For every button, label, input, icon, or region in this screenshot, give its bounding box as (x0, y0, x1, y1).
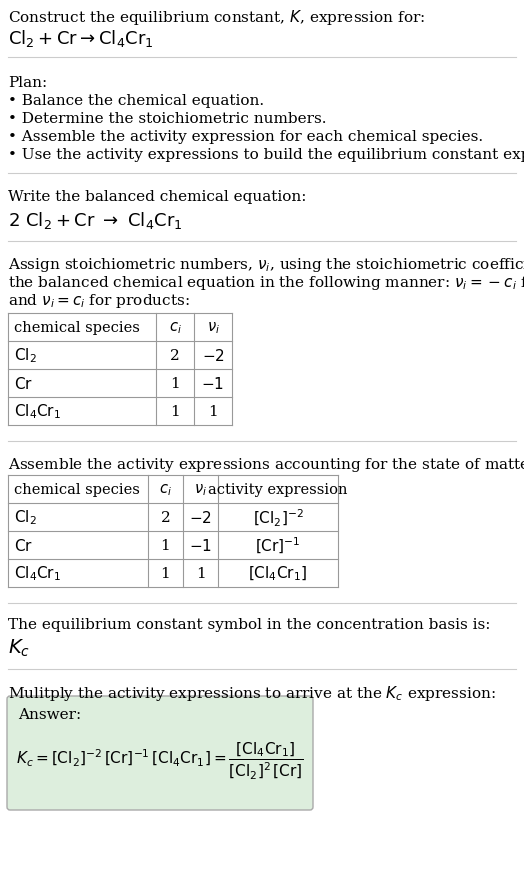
Text: $\mathrm{Cl_2}$: $\mathrm{Cl_2}$ (14, 346, 37, 365)
Text: chemical species: chemical species (14, 321, 140, 334)
Text: 1: 1 (208, 405, 218, 418)
Text: 1: 1 (195, 567, 205, 580)
Text: $-2$: $-2$ (202, 348, 224, 364)
Text: • Use the activity expressions to build the equilibrium constant expression.: • Use the activity expressions to build … (8, 148, 524, 162)
Text: Construct the equilibrium constant, $K$, expression for:: Construct the equilibrium constant, $K$,… (8, 8, 425, 27)
Text: 2: 2 (170, 349, 180, 363)
Text: Mulitply the activity expressions to arrive at the $K_c$ expression:: Mulitply the activity expressions to arr… (8, 683, 496, 702)
Text: the balanced chemical equation in the following manner: $\nu_i = -c_i$ for react: the balanced chemical equation in the fo… (8, 274, 524, 291)
Text: $\mathrm{Cl_2}$: $\mathrm{Cl_2}$ (14, 508, 37, 527)
Text: Plan:: Plan: (8, 76, 47, 90)
Text: $-1$: $-1$ (202, 375, 224, 392)
Text: $\nu_i$: $\nu_i$ (194, 482, 207, 497)
Text: $K_c = [\mathrm{Cl_2}]^{-2}\,[\mathrm{Cr}]^{-1}\,[\mathrm{Cl_4Cr_1}] = \dfrac{[\: $K_c = [\mathrm{Cl_2}]^{-2}\,[\mathrm{Cr… (16, 739, 304, 780)
Text: $[\mathrm{Cl_4Cr_1}]$: $[\mathrm{Cl_4Cr_1}]$ (248, 564, 308, 583)
FancyBboxPatch shape (7, 696, 313, 810)
Text: $\mathrm{2\ Cl_2 + Cr\ \rightarrow\ Cl_4Cr_1}$: $\mathrm{2\ Cl_2 + Cr\ \rightarrow\ Cl_4… (8, 210, 183, 231)
Text: activity expression: activity expression (208, 483, 348, 496)
Text: $c_i$: $c_i$ (169, 320, 181, 335)
Text: $\mathrm{Cr}$: $\mathrm{Cr}$ (14, 537, 33, 553)
Text: • Assemble the activity expression for each chemical species.: • Assemble the activity expression for e… (8, 130, 483, 144)
Text: $-1$: $-1$ (189, 537, 212, 553)
Text: Write the balanced chemical equation:: Write the balanced chemical equation: (8, 190, 307, 204)
Text: The equilibrium constant symbol in the concentration basis is:: The equilibrium constant symbol in the c… (8, 618, 490, 631)
Text: 1: 1 (161, 567, 170, 580)
Text: and $\nu_i = c_i$ for products:: and $\nu_i = c_i$ for products: (8, 291, 190, 309)
Text: $-2$: $-2$ (189, 510, 212, 526)
Text: 1: 1 (170, 405, 180, 418)
Text: $\mathrm{Cr}$: $\mathrm{Cr}$ (14, 375, 33, 392)
Text: chemical species: chemical species (14, 483, 140, 496)
Text: $K_c$: $K_c$ (8, 637, 30, 659)
Text: Assemble the activity expressions accounting for the state of matter and $\nu_i$: Assemble the activity expressions accoun… (8, 455, 524, 474)
Text: $\mathrm{Cl_4Cr_1}$: $\mathrm{Cl_4Cr_1}$ (14, 402, 61, 421)
Text: $\mathrm{Cl_2 + Cr \rightarrow Cl_4Cr_1}$: $\mathrm{Cl_2 + Cr \rightarrow Cl_4Cr_1}… (8, 28, 154, 49)
Text: Assign stoichiometric numbers, $\nu_i$, using the stoichiometric coefficients, $: Assign stoichiometric numbers, $\nu_i$, … (8, 256, 524, 274)
Text: $c_i$: $c_i$ (159, 482, 172, 497)
Text: 2: 2 (161, 510, 170, 525)
Text: Answer:: Answer: (18, 707, 81, 721)
Text: 1: 1 (161, 538, 170, 552)
Text: $[\mathrm{Cr}]^{-1}$: $[\mathrm{Cr}]^{-1}$ (255, 536, 301, 555)
Text: • Balance the chemical equation.: • Balance the chemical equation. (8, 94, 264, 108)
Text: $\nu_i$: $\nu_i$ (206, 320, 220, 335)
Text: $\mathrm{Cl_4Cr_1}$: $\mathrm{Cl_4Cr_1}$ (14, 564, 61, 583)
Text: 1: 1 (170, 376, 180, 391)
Text: $[\mathrm{Cl_2}]^{-2}$: $[\mathrm{Cl_2}]^{-2}$ (253, 507, 303, 528)
Text: • Determine the stoichiometric numbers.: • Determine the stoichiometric numbers. (8, 112, 326, 126)
